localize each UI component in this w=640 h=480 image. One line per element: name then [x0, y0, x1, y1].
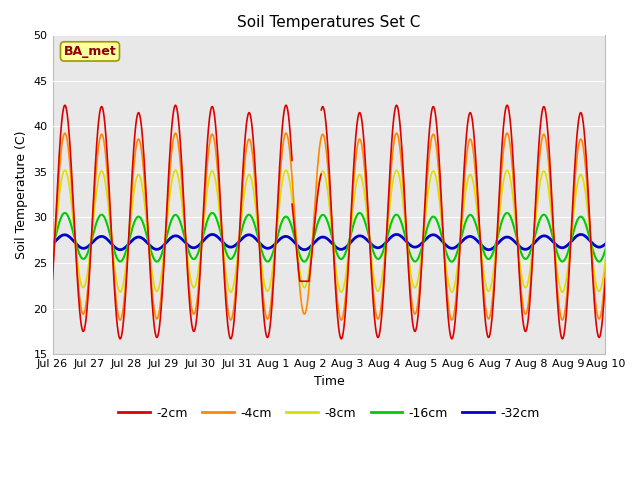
X-axis label: Time: Time: [314, 374, 344, 387]
Title: Soil Temperatures Set C: Soil Temperatures Set C: [237, 15, 420, 30]
Legend: -2cm, -4cm, -8cm, -16cm, -32cm: -2cm, -4cm, -8cm, -16cm, -32cm: [113, 402, 545, 425]
Y-axis label: Soil Temperature (C): Soil Temperature (C): [15, 131, 28, 259]
Text: BA_met: BA_met: [63, 45, 116, 58]
